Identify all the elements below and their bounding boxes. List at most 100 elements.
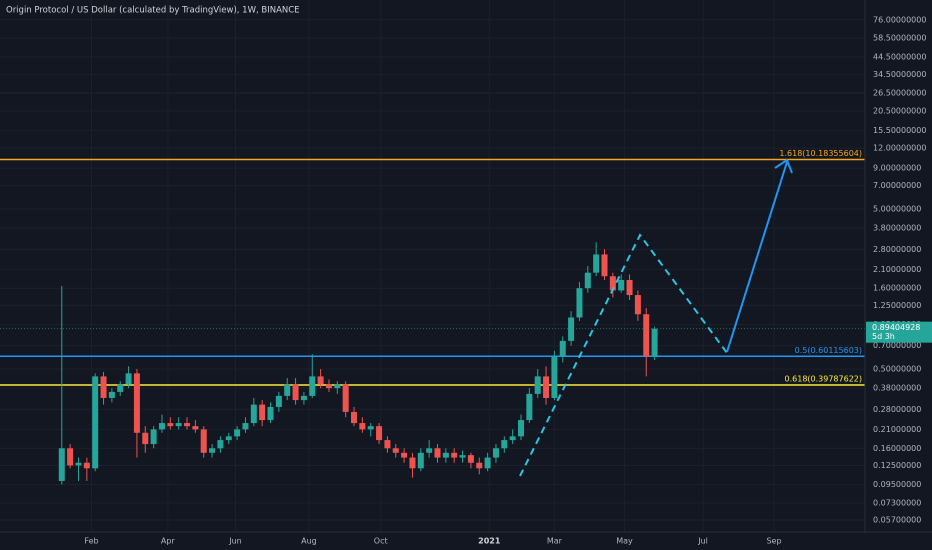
candle-body xyxy=(300,395,307,401)
candle-body xyxy=(150,429,157,445)
grid xyxy=(0,0,865,532)
candle-body xyxy=(426,448,433,453)
last-price-label: 0.89404928 xyxy=(872,323,920,332)
candle-body xyxy=(534,376,541,394)
candle-body xyxy=(442,452,449,458)
candle-body xyxy=(626,280,633,296)
candle-body xyxy=(234,429,241,437)
candle-body xyxy=(359,423,366,430)
x-tick-label: Sep xyxy=(766,537,781,546)
y-tick-label: 12.00000000 xyxy=(873,144,926,153)
candle-body xyxy=(275,395,282,407)
level-label: 1.618(10.18355604) xyxy=(779,149,862,158)
last-price-box xyxy=(866,321,932,343)
candle-body xyxy=(651,328,658,357)
x-tick-label: Apr xyxy=(161,537,176,546)
candle-body xyxy=(334,384,341,389)
candle-body xyxy=(509,436,516,441)
candle-body xyxy=(634,295,641,315)
candle-body xyxy=(292,384,299,401)
level-label: 0.5(0.60115603) xyxy=(795,346,862,355)
candle-body xyxy=(75,462,82,466)
candle-body xyxy=(58,448,65,481)
levels: 1.618(10.18355604) 0.5(0.60115603) 0.618(0… xyxy=(0,149,865,386)
candle-body xyxy=(217,440,224,449)
y-tick-label: 2.10000000 xyxy=(873,265,921,274)
x-tick-label: Jul xyxy=(697,537,708,546)
y-tick-label: 0.12500000 xyxy=(873,461,921,470)
y-tick-label: 0.50000000 xyxy=(873,365,921,374)
drawings xyxy=(519,158,793,477)
chart-title: Origin Protocol / US Dollar (calculated … xyxy=(6,6,300,16)
candle-body xyxy=(376,426,383,441)
y-tick-label: 0.05700000 xyxy=(873,516,921,525)
candle-body xyxy=(117,384,124,392)
candle-body xyxy=(125,373,132,385)
candle-body xyxy=(367,426,374,430)
y-tick-label: 1.25000000 xyxy=(873,301,921,310)
candle-body xyxy=(559,340,566,357)
candle-body xyxy=(142,432,149,445)
candle-body xyxy=(384,440,391,449)
candle-body xyxy=(609,276,616,291)
candle-body xyxy=(259,404,266,421)
y-tick-label: 44.50000000 xyxy=(873,52,926,61)
candle-body xyxy=(67,448,74,466)
candle-body xyxy=(342,384,349,412)
candle-body xyxy=(451,452,458,458)
candle-body xyxy=(83,462,90,469)
y-tick-label: 0.28000000 xyxy=(873,405,921,414)
candle-body xyxy=(209,448,216,453)
candle-body xyxy=(618,280,625,291)
candle-body xyxy=(351,411,358,424)
candle-body xyxy=(392,448,399,453)
candle-body xyxy=(309,376,316,396)
candle-body xyxy=(401,452,408,458)
candle-body xyxy=(584,272,591,289)
candle-body xyxy=(467,455,474,463)
candle-body xyxy=(476,462,483,469)
candle-body xyxy=(192,426,199,430)
candle-body xyxy=(417,452,424,469)
countdown-label: 5d 3h xyxy=(872,332,895,341)
candle-body xyxy=(92,376,99,469)
candle-body xyxy=(593,254,600,273)
y-tick-label: 15.50000000 xyxy=(873,126,926,135)
candle-body xyxy=(492,448,499,458)
candle-body xyxy=(551,356,558,398)
y-tick-label: 58.50000000 xyxy=(873,33,926,42)
candle-body xyxy=(543,376,550,398)
y-tick-label: 0.38000000 xyxy=(873,384,921,393)
x-tick-label: Aug xyxy=(301,537,317,546)
y-tick-label: 9.00000000 xyxy=(873,164,921,173)
y-tick-label: 7.00000000 xyxy=(873,181,921,190)
candle-body xyxy=(175,423,182,427)
y-tick-label: 3.80000000 xyxy=(873,224,921,233)
candle-body xyxy=(242,423,249,430)
arrow-head xyxy=(774,158,793,174)
pattern-line xyxy=(519,233,728,477)
candle-body xyxy=(434,448,441,458)
candle-body xyxy=(409,457,416,469)
x-tick-label: 2021 xyxy=(478,537,501,546)
candles xyxy=(58,242,658,485)
x-tick-label: Feb xyxy=(84,537,98,546)
candle-body xyxy=(459,455,466,458)
y-tick-label: 0.21000000 xyxy=(873,425,921,434)
y-tick-label: 0.09500000 xyxy=(873,480,921,489)
candle-body xyxy=(317,376,324,385)
candle-body xyxy=(284,384,291,396)
y-tick-label: 1.60000000 xyxy=(873,284,921,293)
candle-body xyxy=(267,406,274,421)
candle-body xyxy=(568,317,575,341)
y-tick-label: 26.50000000 xyxy=(873,89,926,98)
candle-body xyxy=(643,314,650,357)
x-tick-label: Mar xyxy=(547,537,563,546)
candle-body xyxy=(133,373,140,433)
candle-body xyxy=(225,436,232,441)
candle-body xyxy=(325,384,332,389)
y-tick-label: 0.16000000 xyxy=(873,444,921,453)
candle-body xyxy=(108,391,115,398)
axes: 76.00000000 58.50000000 44.50000000 34.5000… xyxy=(84,15,932,546)
